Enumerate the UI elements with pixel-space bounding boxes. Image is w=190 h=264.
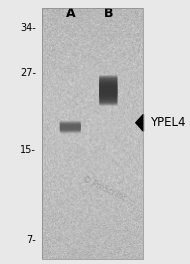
FancyBboxPatch shape [60,127,81,130]
FancyBboxPatch shape [99,75,117,79]
FancyBboxPatch shape [99,79,117,82]
FancyBboxPatch shape [60,122,81,125]
Text: 34-: 34- [20,23,36,33]
FancyBboxPatch shape [99,77,117,81]
FancyBboxPatch shape [99,97,117,101]
FancyBboxPatch shape [99,99,117,103]
Text: A: A [66,7,75,20]
FancyBboxPatch shape [60,128,81,132]
FancyBboxPatch shape [60,121,81,124]
FancyBboxPatch shape [99,90,117,94]
FancyBboxPatch shape [99,76,117,80]
FancyBboxPatch shape [99,87,117,91]
FancyBboxPatch shape [99,89,117,93]
FancyBboxPatch shape [60,130,81,133]
FancyBboxPatch shape [99,88,117,92]
FancyBboxPatch shape [60,122,81,126]
FancyBboxPatch shape [60,128,81,131]
FancyBboxPatch shape [99,83,117,87]
FancyBboxPatch shape [60,121,81,125]
Bar [42,8,142,259]
FancyBboxPatch shape [99,81,117,84]
FancyBboxPatch shape [99,84,117,88]
FancyBboxPatch shape [60,123,81,126]
Text: © ProSci Inc.: © ProSci Inc. [81,174,130,203]
FancyBboxPatch shape [60,124,81,127]
FancyBboxPatch shape [99,93,117,96]
FancyBboxPatch shape [99,94,117,97]
Text: 15-: 15- [20,145,36,155]
FancyBboxPatch shape [99,85,117,89]
FancyBboxPatch shape [99,82,117,85]
Text: 27-: 27- [20,68,36,78]
FancyBboxPatch shape [99,95,117,98]
FancyBboxPatch shape [99,101,117,105]
Text: B: B [104,7,113,20]
FancyBboxPatch shape [99,78,117,82]
FancyBboxPatch shape [60,126,81,129]
FancyBboxPatch shape [99,98,117,102]
FancyBboxPatch shape [60,126,81,130]
FancyBboxPatch shape [60,124,81,128]
FancyBboxPatch shape [99,80,117,83]
FancyBboxPatch shape [60,129,81,133]
FancyBboxPatch shape [60,129,81,132]
FancyBboxPatch shape [60,125,81,128]
FancyBboxPatch shape [99,102,117,106]
FancyBboxPatch shape [60,127,81,131]
FancyBboxPatch shape [99,83,117,86]
FancyBboxPatch shape [99,86,117,90]
FancyBboxPatch shape [99,96,117,100]
FancyBboxPatch shape [99,91,117,95]
FancyBboxPatch shape [99,100,117,104]
FancyBboxPatch shape [99,96,117,99]
FancyBboxPatch shape [99,92,117,96]
Text: YPEL4: YPEL4 [150,116,186,129]
Text: 7-: 7- [26,235,36,245]
FancyBboxPatch shape [60,130,81,134]
FancyBboxPatch shape [60,125,81,129]
Polygon shape [136,114,143,131]
FancyBboxPatch shape [60,120,81,124]
